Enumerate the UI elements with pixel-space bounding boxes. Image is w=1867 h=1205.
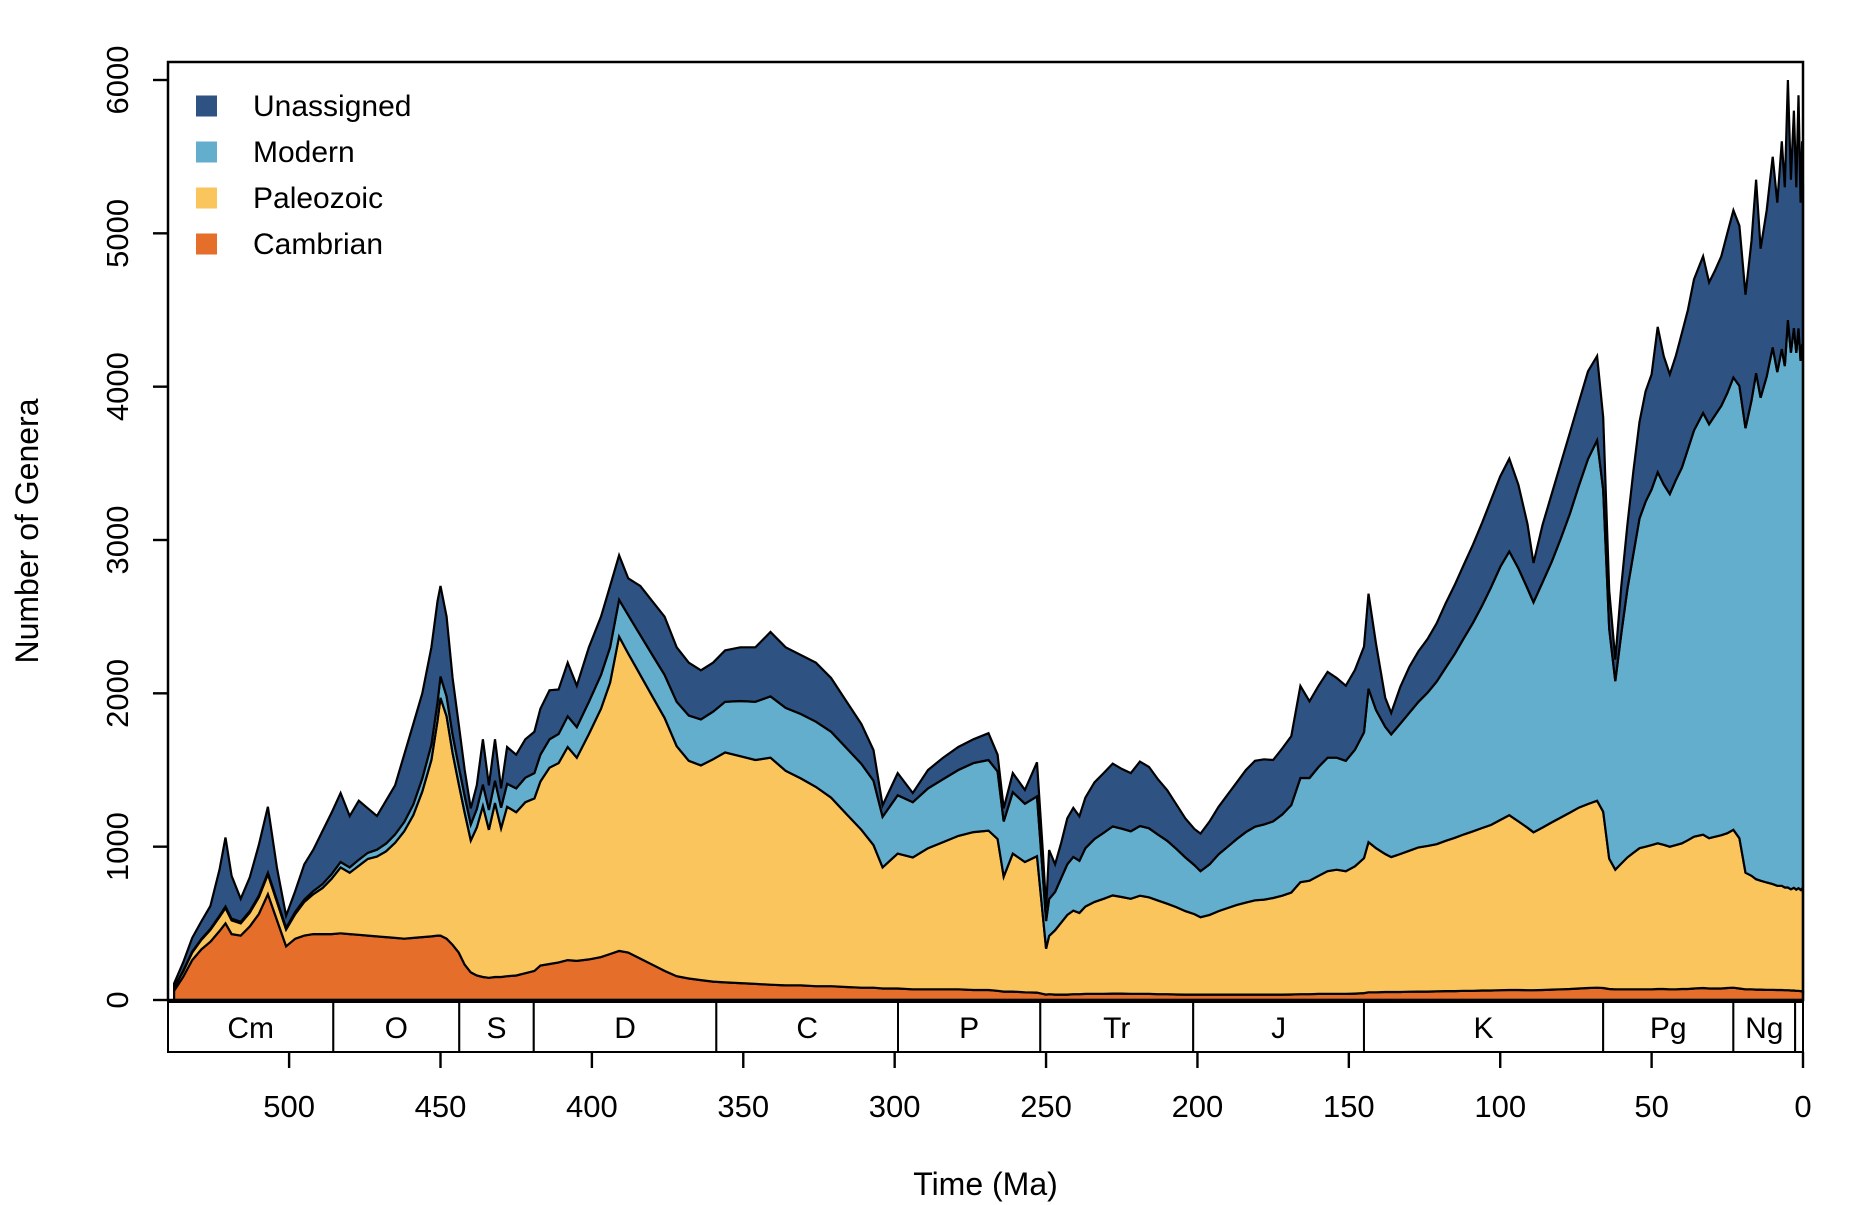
- legend-label-paleozoic: Paleozoic: [253, 182, 383, 215]
- x-tick-label: 500: [263, 1089, 315, 1124]
- y-axis: 0 1000 2000 3000 4000 5000 6000 Number of Gener…: [9, 46, 168, 1009]
- period-cell-cm: [167, 1001, 335, 1053]
- legend-swatch-cambrian: [196, 233, 217, 255]
- period-label: Cm: [227, 1012, 274, 1045]
- period-label: S: [487, 1012, 507, 1045]
- x-tick-label: 350: [717, 1089, 769, 1124]
- x-tick-label: 250: [1020, 1089, 1072, 1124]
- y-tick-label: 4000: [100, 352, 135, 421]
- period-label: D: [614, 1012, 636, 1045]
- period-label: Ng: [1745, 1012, 1783, 1045]
- legend-swatch-modern: [196, 141, 217, 163]
- x-tick-label: 150: [1323, 1089, 1375, 1124]
- legend-label-cambrian: Cambrian: [253, 228, 383, 261]
- period-cell-pg: [1602, 1001, 1735, 1053]
- period-label: O: [385, 1012, 408, 1045]
- period-cell-o: [332, 1001, 461, 1053]
- y-tick-label: 5000: [100, 199, 135, 268]
- x-tick-label: 100: [1474, 1089, 1526, 1124]
- y-axis-title: Number of Genera: [9, 398, 45, 663]
- period-cell-d: [532, 1001, 718, 1053]
- y-tick-label: 3000: [100, 506, 135, 575]
- x-axis-title: Time (Ma): [913, 1166, 1058, 1202]
- period-label: J: [1271, 1012, 1286, 1045]
- legend-label-modern: Modern: [253, 136, 355, 169]
- y-tick-label: 2000: [100, 659, 135, 728]
- y-tick-label: 6000: [100, 46, 135, 115]
- period-cell-j: [1192, 1001, 1365, 1053]
- period-cell-p: [896, 1001, 1042, 1053]
- period-cell-k: [1362, 1001, 1605, 1053]
- period-strip: Cm O S D C P Tr J K Pg Ng: [167, 1001, 1805, 1053]
- period-label: Tr: [1103, 1012, 1130, 1045]
- x-tick-label: 50: [1634, 1089, 1668, 1124]
- legend: Unassigned Modern Paleozoic Cambrian: [196, 90, 411, 261]
- legend-swatch-unassigned: [196, 95, 217, 117]
- x-tick-label: 450: [415, 1089, 467, 1124]
- y-tick-label: 0: [100, 991, 135, 1008]
- legend-label-unassigned: Unassigned: [253, 90, 411, 123]
- period-cell-quaternary: [1794, 1001, 1805, 1053]
- legend-swatch-paleozoic: [196, 187, 217, 209]
- period-cell-s: [458, 1001, 535, 1053]
- x-tick-label: 0: [1794, 1089, 1811, 1124]
- period-label: C: [796, 1012, 818, 1045]
- y-tick-label: 1000: [100, 812, 135, 881]
- period-label: K: [1474, 1012, 1494, 1045]
- x-tick-label: 400: [566, 1089, 618, 1124]
- period-label: Pg: [1650, 1012, 1687, 1045]
- plot-frame: [166, 60, 1805, 1002]
- x-tick-label: 300: [869, 1089, 921, 1124]
- x-tick-label: 200: [1172, 1089, 1224, 1124]
- period-cell-ng: [1732, 1001, 1797, 1053]
- period-label: P: [959, 1012, 979, 1045]
